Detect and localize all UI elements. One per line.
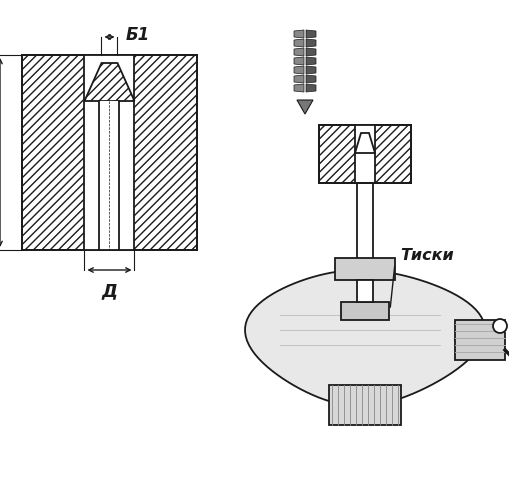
Polygon shape bbox=[84, 63, 134, 101]
Polygon shape bbox=[245, 270, 484, 406]
Bar bbox=[99, 101, 119, 250]
Polygon shape bbox=[293, 57, 303, 65]
Bar bbox=[341, 302, 388, 320]
Polygon shape bbox=[296, 100, 313, 114]
Polygon shape bbox=[293, 66, 303, 74]
Bar bbox=[454, 320, 504, 360]
Bar bbox=[328, 385, 400, 425]
Text: Д: Д bbox=[101, 282, 117, 300]
Polygon shape bbox=[293, 84, 303, 92]
Bar bbox=[318, 125, 410, 183]
Bar bbox=[84, 55, 134, 250]
Polygon shape bbox=[305, 66, 316, 74]
Polygon shape bbox=[293, 75, 303, 83]
Polygon shape bbox=[293, 30, 303, 38]
Circle shape bbox=[492, 319, 506, 333]
Text: Тиски: Тиски bbox=[399, 248, 453, 262]
Bar bbox=[356, 280, 372, 302]
Polygon shape bbox=[305, 48, 316, 56]
Polygon shape bbox=[293, 48, 303, 56]
Polygon shape bbox=[305, 39, 316, 47]
Text: Б1: Б1 bbox=[125, 26, 150, 44]
Polygon shape bbox=[293, 39, 303, 47]
Polygon shape bbox=[305, 57, 316, 65]
Polygon shape bbox=[354, 133, 374, 153]
Bar bbox=[354, 125, 374, 183]
Polygon shape bbox=[305, 75, 316, 83]
Polygon shape bbox=[305, 84, 316, 92]
Bar bbox=[22, 55, 196, 250]
Polygon shape bbox=[305, 30, 316, 38]
Bar bbox=[356, 183, 372, 275]
Bar bbox=[334, 258, 394, 280]
